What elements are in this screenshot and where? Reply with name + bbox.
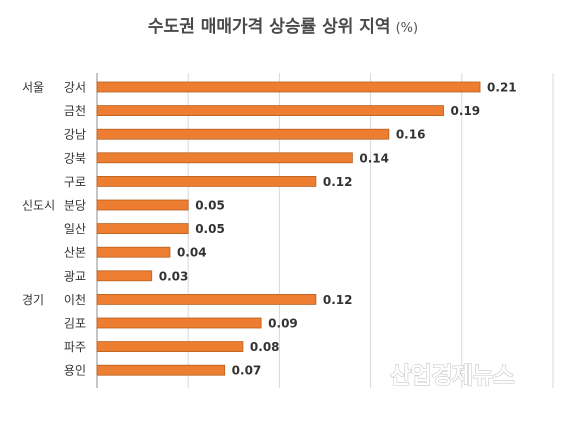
category-label: 용인 — [64, 364, 86, 378]
group-label: 경기 — [22, 293, 44, 307]
bar — [96, 293, 317, 305]
data-label: 0.16 — [396, 128, 426, 142]
labels: 0.21 강서 0.19 금천 0.16 강남 0.14 강북 0.12 구로 0.05 분당 0.05… — [22, 81, 517, 378]
category-label: 김포 — [64, 317, 86, 331]
bar — [96, 152, 353, 164]
data-label: 0.19 — [451, 104, 481, 118]
category-label: 일산 — [64, 222, 86, 236]
data-label: 0.03 — [159, 269, 189, 283]
data-label: 0.05 — [195, 199, 225, 213]
bar — [96, 81, 481, 93]
bar — [96, 364, 226, 376]
bar — [96, 128, 390, 140]
bars — [96, 81, 481, 376]
bar — [96, 270, 153, 282]
group-label: 신도시 — [22, 199, 55, 213]
data-label: 0.08 — [250, 340, 280, 354]
category-label: 광교 — [64, 269, 86, 283]
chart-title: 수도권 매매가격 상승률 상위 지역 (%) — [148, 17, 418, 37]
category-label: 구로 — [64, 175, 86, 189]
data-label: 0.04 — [177, 246, 207, 260]
data-label: 0.21 — [487, 81, 517, 95]
data-label: 0.14 — [359, 151, 389, 165]
data-label: 0.09 — [268, 317, 298, 331]
category-label: 강서 — [64, 81, 86, 95]
bar — [96, 105, 444, 116]
category-label: 금천 — [64, 103, 86, 118]
category-label: 강북 — [64, 151, 86, 165]
data-label: 0.07 — [232, 364, 262, 378]
data-label: 0.12 — [323, 175, 353, 189]
bar — [96, 223, 189, 235]
data-label: 0.05 — [195, 222, 225, 236]
group-label: 서울 — [22, 81, 44, 95]
bar — [96, 317, 262, 329]
chart-title-text: 수도권 매매가격 상승률 상위 지역 — [148, 17, 391, 37]
category-label: 이천 — [64, 292, 86, 307]
bar — [96, 199, 189, 211]
bar — [96, 341, 244, 353]
chart-title-unit: (%) — [396, 21, 419, 36]
category-label: 파주 — [64, 340, 86, 354]
category-label: 분당 — [64, 199, 86, 213]
category-label: 강남 — [64, 128, 86, 142]
data-label: 0.12 — [323, 293, 353, 307]
bar — [96, 175, 317, 187]
watermark: 산업경제뉴스 — [390, 363, 514, 389]
category-label: 산본 — [64, 246, 86, 260]
bar — [96, 246, 171, 258]
